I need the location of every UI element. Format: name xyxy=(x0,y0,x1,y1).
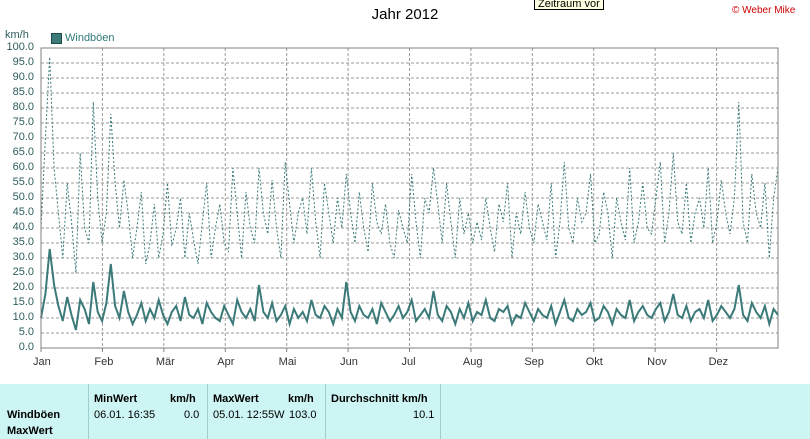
y-tick-label: 70.0 xyxy=(12,131,34,143)
y-tick-label: 60.0 xyxy=(12,161,34,173)
x-tick-label: Mai xyxy=(278,356,297,368)
chart-area xyxy=(40,47,779,352)
min-header: MinWert xyxy=(94,393,138,405)
min-unit: km/h xyxy=(170,393,196,405)
x-tick-label: Jan xyxy=(33,356,51,368)
y-tick-label: 50.0 xyxy=(12,191,34,203)
min-column xyxy=(88,384,208,439)
max-value: 103.0 xyxy=(289,409,317,421)
y-tick-label: 20.0 xyxy=(12,281,34,293)
series-line-windboeen xyxy=(40,248,779,331)
series-line-maxwert xyxy=(40,56,779,274)
series-layer xyxy=(40,56,779,331)
y-tick-label: 40.0 xyxy=(12,221,34,233)
row-label-maxwert: MaxWert xyxy=(7,425,53,437)
y-tick-label: 10.0 xyxy=(12,311,34,323)
y-tick-label: 35.0 xyxy=(12,236,34,248)
y-tick-label: 85.0 xyxy=(12,86,34,98)
tooltip: Zeitraum vor xyxy=(534,0,604,10)
max-time: 05.01. 12:55W xyxy=(213,409,285,421)
y-tick-label: 5.0 xyxy=(18,326,34,338)
y-tick-label: 95.0 xyxy=(12,56,34,68)
y-tick-label: 90.0 xyxy=(12,71,34,83)
avg-header: Durchschnitt km/h xyxy=(331,393,428,405)
row-label-windboeen: Windböen xyxy=(7,409,61,421)
x-tick-label: Mär xyxy=(155,356,175,368)
legend: Windböen xyxy=(51,32,115,44)
x-tick-label: Jun xyxy=(340,356,358,368)
stats-panel: Windböen MaxWert MinWert km/h 06.01. 16:… xyxy=(0,384,810,439)
x-tick-label: Nov xyxy=(647,356,667,368)
y-tick-label: 0.0 xyxy=(18,341,34,353)
x-tick-label: Apr xyxy=(217,356,235,368)
max-header: MaxWert xyxy=(213,393,259,405)
copyright-label: © Weber Mike xyxy=(732,5,796,16)
x-tick-label: Okt xyxy=(585,356,603,368)
y-tick-label: 100.0 xyxy=(6,41,34,53)
x-tick-label: Jul xyxy=(401,356,416,368)
x-tick-label: Sep xyxy=(524,356,544,368)
avg-column xyxy=(325,384,441,439)
plot-frame xyxy=(40,47,779,349)
y-tick-label: 55.0 xyxy=(12,176,34,188)
avg-value: 10.1 xyxy=(413,409,435,421)
y-tick-label: 45.0 xyxy=(12,206,34,218)
min-time: 06.01. 16:35 xyxy=(94,409,156,421)
y-tick-label: 75.0 xyxy=(12,116,34,128)
min-value: 0.0 xyxy=(184,409,200,421)
y-tick-label: 30.0 xyxy=(12,251,34,263)
y-tick-label: 25.0 xyxy=(12,266,34,278)
chart-title: Jahr 2012 xyxy=(371,6,439,23)
x-tick-label: Dez xyxy=(708,356,729,368)
x-tick-label: Aug xyxy=(462,356,483,368)
panel-divider xyxy=(440,384,441,439)
y-tick-label: 65.0 xyxy=(12,146,34,158)
y-axis-unit: km/h xyxy=(5,29,29,41)
legend-label: Windböen xyxy=(65,32,115,44)
max-unit: km/h xyxy=(288,393,314,405)
y-tick-label: 15.0 xyxy=(12,296,34,308)
grid-layer xyxy=(40,47,778,352)
legend-swatch xyxy=(51,32,62,44)
y-tick-label: 80.0 xyxy=(12,101,34,113)
max-column xyxy=(207,384,326,439)
x-tick-label: Feb xyxy=(94,356,114,368)
